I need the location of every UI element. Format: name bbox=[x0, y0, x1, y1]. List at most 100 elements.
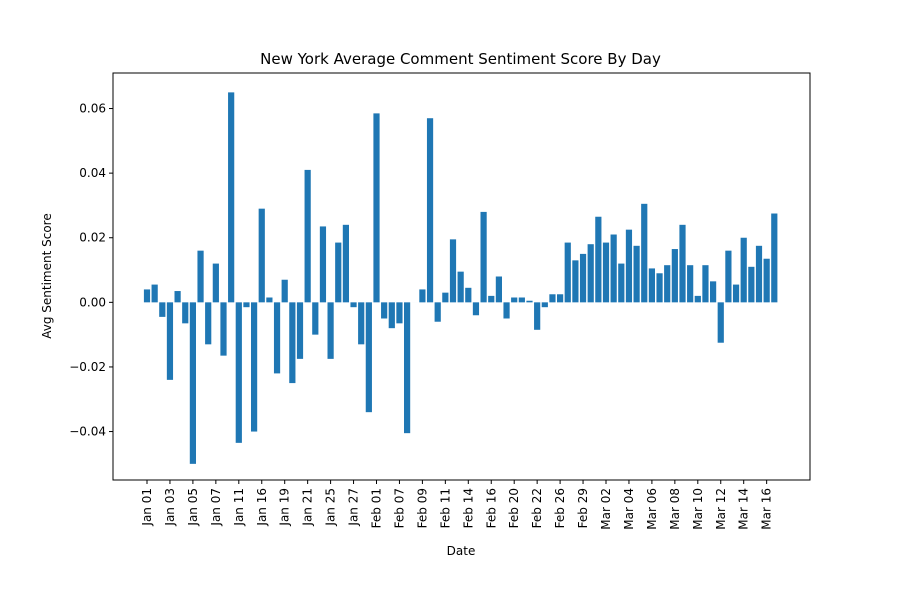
x-tick-label: Mar 02 bbox=[599, 488, 613, 530]
y-tick-label: 0.06 bbox=[79, 102, 106, 116]
bar bbox=[748, 267, 754, 303]
x-tick-label: Feb 26 bbox=[553, 488, 567, 528]
bar bbox=[687, 265, 693, 302]
bar bbox=[159, 302, 165, 317]
bar bbox=[664, 265, 670, 302]
bar bbox=[549, 294, 555, 302]
x-tick-label: Mar 10 bbox=[691, 488, 705, 530]
bar bbox=[182, 302, 188, 323]
bar bbox=[213, 264, 219, 303]
bar bbox=[488, 296, 494, 302]
x-tick-label: Jan 16 bbox=[255, 488, 269, 527]
bar bbox=[305, 170, 311, 302]
bar bbox=[197, 251, 203, 303]
bar bbox=[679, 225, 685, 303]
bar bbox=[282, 280, 288, 303]
bar bbox=[656, 273, 662, 302]
bar bbox=[503, 302, 509, 318]
bar bbox=[205, 302, 211, 344]
bar bbox=[702, 265, 708, 302]
bar bbox=[695, 296, 701, 302]
bar bbox=[557, 294, 563, 302]
bar bbox=[473, 302, 479, 315]
bar bbox=[343, 225, 349, 303]
bar bbox=[289, 302, 295, 383]
bar bbox=[771, 214, 777, 303]
bars-group bbox=[144, 92, 778, 463]
bar bbox=[741, 238, 747, 303]
bar bbox=[266, 298, 272, 303]
x-tick-label: Feb 01 bbox=[370, 488, 384, 528]
bar bbox=[427, 118, 433, 302]
bar bbox=[220, 302, 226, 355]
bar bbox=[320, 226, 326, 302]
x-tick-label: Feb 11 bbox=[438, 488, 452, 528]
bar bbox=[649, 268, 655, 302]
bar bbox=[565, 243, 571, 303]
x-tick-label: Feb 09 bbox=[415, 488, 429, 528]
bar bbox=[641, 204, 647, 303]
bar bbox=[450, 239, 456, 302]
bar bbox=[595, 217, 601, 303]
x-tick-label: Mar 06 bbox=[645, 488, 659, 530]
bar bbox=[465, 288, 471, 303]
bar bbox=[718, 302, 724, 342]
x-tick-label: Jan 27 bbox=[347, 488, 361, 527]
bar bbox=[626, 230, 632, 303]
bar bbox=[733, 285, 739, 303]
bar bbox=[312, 302, 318, 334]
bar bbox=[419, 289, 425, 302]
y-tick-label: 0.02 bbox=[79, 231, 106, 245]
x-tick-label: Feb 20 bbox=[507, 488, 521, 528]
bar bbox=[251, 302, 257, 431]
x-tick-label: Mar 12 bbox=[714, 488, 728, 530]
bar bbox=[152, 285, 158, 303]
bar bbox=[366, 302, 372, 412]
bar bbox=[442, 293, 448, 303]
bar bbox=[144, 289, 150, 302]
y-tick-label: 0.00 bbox=[79, 295, 106, 309]
bar bbox=[175, 291, 181, 302]
bar bbox=[297, 302, 303, 359]
bar bbox=[572, 260, 578, 302]
bar bbox=[274, 302, 280, 373]
x-tick-label: Mar 14 bbox=[737, 488, 751, 530]
bar bbox=[672, 249, 678, 302]
y-axis: −0.04−0.020.000.020.040.06 bbox=[69, 102, 113, 439]
bar bbox=[603, 243, 609, 303]
bar bbox=[404, 302, 410, 433]
x-tick-label: Jan 05 bbox=[186, 488, 200, 527]
bar bbox=[519, 298, 525, 303]
bar bbox=[236, 302, 242, 443]
bar bbox=[389, 302, 395, 328]
bar bbox=[756, 246, 762, 303]
bar bbox=[481, 212, 487, 302]
bar bbox=[458, 272, 464, 303]
bar bbox=[350, 302, 356, 307]
chart-title: New York Average Comment Sentiment Score… bbox=[260, 50, 661, 68]
bar bbox=[634, 246, 640, 303]
x-axis-label: Date bbox=[447, 544, 476, 558]
x-tick-label: Mar 16 bbox=[760, 488, 774, 530]
bar bbox=[373, 113, 379, 302]
y-axis-label: Avg Sentiment Score bbox=[40, 213, 54, 339]
bar bbox=[764, 259, 770, 303]
bar bbox=[259, 209, 265, 303]
x-tick-label: Mar 08 bbox=[668, 488, 682, 530]
x-tick-label: Feb 22 bbox=[530, 488, 544, 528]
x-tick-label: Jan 07 bbox=[209, 488, 223, 527]
x-tick-label: Mar 04 bbox=[622, 488, 636, 530]
bar bbox=[611, 235, 617, 303]
bar bbox=[396, 302, 402, 323]
bar bbox=[190, 302, 196, 464]
y-tick-label: −0.04 bbox=[69, 425, 106, 439]
bar bbox=[243, 302, 249, 307]
x-tick-label: Feb 16 bbox=[484, 488, 498, 528]
x-tick-label: Jan 25 bbox=[324, 488, 338, 527]
bar bbox=[328, 302, 334, 359]
x-tick-label: Feb 29 bbox=[576, 488, 590, 528]
bar bbox=[710, 281, 716, 302]
